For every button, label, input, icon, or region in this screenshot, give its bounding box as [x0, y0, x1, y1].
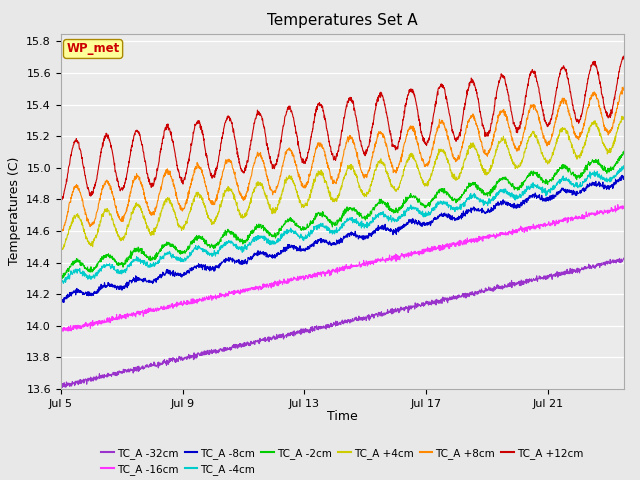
TC_A +4cm [316, 170, 324, 176]
TC_A -4cm [316, 222, 324, 228]
TC_A -32cm [59, 384, 67, 390]
TC_A -32cm [604, 259, 611, 265]
TC_A +12cm [500, 74, 508, 80]
Legend: TC_A -32cm, TC_A -16cm, TC_A -8cm, TC_A -4cm, TC_A -2cm, TC_A +4cm, TC_A +8cm, T: TC_A -32cm, TC_A -16cm, TC_A -8cm, TC_A … [97, 444, 588, 479]
TC_A -8cm [331, 242, 339, 248]
TC_A +8cm [57, 229, 65, 235]
TC_A -2cm [86, 268, 93, 274]
TC_A -4cm [500, 190, 508, 195]
TC_A +12cm [86, 192, 93, 197]
TC_A -16cm [60, 328, 67, 334]
TC_A -16cm [614, 202, 621, 207]
TC_A +8cm [500, 111, 508, 117]
TC_A +4cm [604, 147, 612, 153]
TC_A -32cm [86, 375, 93, 381]
TC_A +4cm [331, 197, 339, 203]
Line: TC_A -4cm: TC_A -4cm [61, 166, 624, 283]
TC_A +12cm [331, 156, 339, 162]
TC_A -32cm [620, 255, 628, 261]
X-axis label: Time: Time [327, 410, 358, 423]
TC_A +12cm [604, 114, 611, 120]
TC_A -2cm [500, 176, 508, 182]
TC_A +8cm [604, 130, 612, 136]
Line: TC_A +8cm: TC_A +8cm [61, 87, 624, 232]
TC_A -2cm [620, 148, 628, 154]
TC_A +12cm [620, 53, 628, 59]
TC_A +12cm [57, 197, 65, 203]
TC_A -4cm [620, 166, 628, 172]
TC_A -16cm [604, 207, 612, 213]
Title: Temperatures Set A: Temperatures Set A [267, 13, 418, 28]
TC_A -32cm [57, 384, 65, 389]
Line: TC_A -16cm: TC_A -16cm [61, 204, 624, 331]
TC_A +4cm [57, 248, 65, 253]
TC_A -4cm [57, 280, 65, 286]
TC_A -8cm [500, 198, 508, 204]
TC_A -16cm [500, 231, 508, 237]
TC_A +4cm [604, 147, 611, 153]
TC_A -4cm [604, 177, 612, 182]
TC_A -4cm [60, 280, 67, 286]
Line: TC_A +4cm: TC_A +4cm [61, 116, 624, 251]
TC_A +8cm [316, 141, 324, 147]
TC_A -32cm [500, 282, 508, 288]
Line: TC_A +12cm: TC_A +12cm [61, 56, 624, 200]
TC_A -8cm [86, 290, 93, 296]
TC_A -4cm [604, 179, 611, 184]
Line: TC_A -32cm: TC_A -32cm [61, 258, 624, 387]
TC_A +12cm [604, 113, 612, 119]
TC_A +8cm [620, 84, 628, 90]
TC_A -4cm [620, 163, 627, 168]
TC_A -16cm [316, 270, 324, 276]
TC_A -16cm [86, 322, 93, 328]
TC_A -16cm [604, 211, 611, 216]
Line: TC_A -2cm: TC_A -2cm [61, 151, 624, 278]
TC_A -16cm [331, 267, 339, 273]
TC_A -16cm [620, 204, 628, 210]
TC_A -8cm [604, 183, 611, 189]
TC_A -32cm [604, 260, 612, 265]
TC_A +4cm [618, 113, 626, 119]
TC_A -32cm [331, 321, 339, 326]
TC_A +4cm [620, 114, 628, 120]
TC_A +4cm [86, 240, 93, 246]
TC_A +8cm [604, 128, 611, 133]
TC_A -2cm [604, 168, 611, 173]
TC_A +4cm [57, 248, 65, 254]
TC_A -8cm [57, 295, 65, 301]
TC_A +4cm [500, 138, 508, 144]
TC_A -32cm [316, 326, 324, 332]
TC_A -32cm [620, 255, 628, 261]
TC_A -8cm [618, 172, 626, 178]
TC_A -2cm [316, 213, 324, 218]
TC_A -2cm [331, 221, 339, 227]
TC_A +12cm [316, 102, 324, 108]
Text: WP_met: WP_met [67, 42, 120, 56]
TC_A -8cm [604, 186, 612, 192]
TC_A -16cm [57, 326, 65, 332]
TC_A -4cm [86, 274, 93, 280]
TC_A -4cm [331, 227, 339, 233]
TC_A -2cm [57, 276, 65, 281]
Line: TC_A -8cm: TC_A -8cm [61, 175, 624, 302]
TC_A -2cm [604, 168, 611, 174]
TC_A -8cm [60, 300, 68, 305]
TC_A +8cm [331, 179, 339, 185]
TC_A -8cm [316, 237, 324, 243]
TC_A -8cm [620, 176, 628, 182]
Y-axis label: Temperatures (C): Temperatures (C) [8, 157, 20, 265]
TC_A +12cm [57, 197, 65, 203]
TC_A +8cm [86, 221, 93, 227]
TC_A +8cm [57, 228, 65, 234]
